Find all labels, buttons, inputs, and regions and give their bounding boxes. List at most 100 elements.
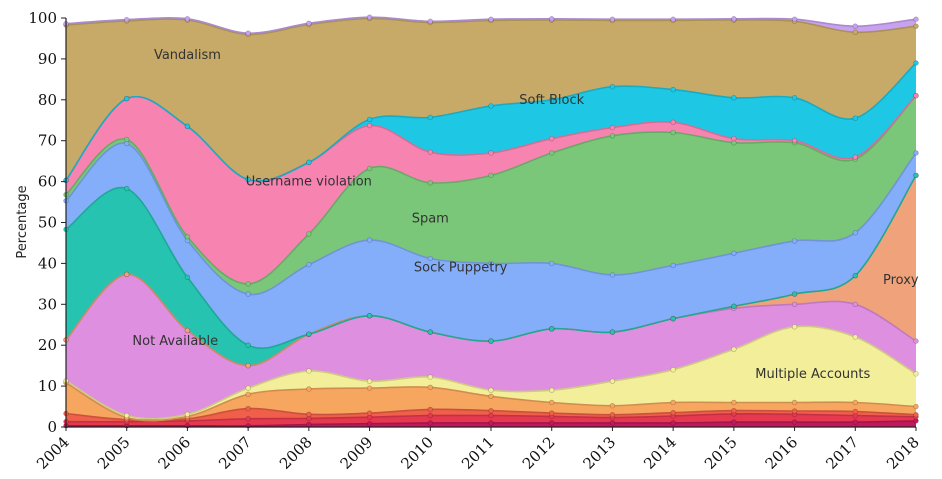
- point-series-0-6: [427, 420, 433, 426]
- x-tick-label-2012: 2012: [519, 433, 559, 473]
- point-series-7-14: [913, 172, 919, 179]
- x-tick-label-2013: 2013: [580, 433, 620, 473]
- point-series-11-12: [791, 95, 798, 101]
- point-series-7-5: [366, 313, 373, 319]
- point-series-11-9: [609, 84, 616, 90]
- y-tick-label-90: 90: [38, 50, 57, 68]
- y-tick-label-80: 80: [38, 91, 57, 109]
- point-series-8-8: [549, 260, 555, 267]
- y-tick-label-0: 0: [47, 418, 57, 436]
- point-series-13-1: [124, 16, 130, 23]
- point-series-11-14: [913, 60, 919, 66]
- y-tick-label-30: 30: [38, 295, 57, 313]
- point-series-1-3: [245, 416, 251, 422]
- point-series-10-13: [852, 154, 858, 160]
- point-series-2-5: [366, 410, 373, 416]
- point-series-3-5: [366, 385, 373, 391]
- point-series-3-11: [731, 399, 737, 406]
- point-series-13-14: [913, 16, 919, 22]
- point-series-11-1: [124, 95, 130, 102]
- point-series-11-5: [366, 116, 373, 123]
- point-series-2-9: [609, 412, 616, 418]
- point-series-4-4: [306, 368, 312, 374]
- point-series-2-6: [427, 406, 433, 413]
- point-series-7-4: [306, 331, 312, 337]
- x-tick-label-2005: 2005: [94, 433, 134, 473]
- series-points: [63, 14, 919, 429]
- point-series-13-4: [306, 20, 312, 27]
- annotation-label-2: Username violation: [246, 175, 372, 190]
- area-series-1: [66, 413, 916, 426]
- point-series-2-11: [731, 407, 737, 414]
- y-tick-label-10: 10: [38, 377, 57, 395]
- point-series-5-13: [852, 301, 858, 307]
- x-tick-label-2011: 2011: [458, 433, 498, 473]
- area-series-12: [66, 18, 916, 182]
- point-series-10-5: [366, 122, 373, 129]
- point-series-11-10: [670, 86, 676, 93]
- point-series-3-4: [306, 386, 312, 392]
- point-series-10-9: [609, 124, 616, 131]
- area-series-11: [66, 63, 916, 182]
- point-series-11-13: [852, 115, 858, 121]
- point-series-4-12: [791, 324, 798, 330]
- point-series-9-6: [427, 180, 433, 186]
- point-series-3-3: [245, 391, 251, 397]
- point-series-9-4: [306, 231, 312, 237]
- point-series-2-12: [791, 408, 798, 414]
- area-series-9: [66, 95, 916, 295]
- point-series-9-7: [488, 172, 494, 179]
- point-series-4-7: [488, 387, 494, 393]
- point-series-13-12: [791, 16, 798, 22]
- point-series-13-13: [852, 23, 858, 29]
- point-series-12-14: [913, 23, 919, 29]
- x-tick-label-2004: 2004: [33, 433, 73, 473]
- point-series-3-14: [913, 403, 919, 410]
- point-series-0-7: [488, 420, 494, 426]
- point-series-2-7: [488, 407, 494, 414]
- point-series-5-12: [791, 301, 798, 307]
- point-series-10-12: [791, 138, 798, 144]
- point-series-2-14: [913, 412, 919, 418]
- point-series-13-11: [731, 16, 737, 22]
- point-series-10-14: [913, 93, 919, 99]
- point-series-4-8: [549, 387, 555, 393]
- point-series-8-9: [609, 272, 616, 278]
- y-axis-label: Percentage: [15, 185, 30, 258]
- point-series-13-6: [427, 18, 433, 24]
- y-tick-label-40: 40: [38, 254, 57, 272]
- point-series-4-10: [670, 367, 676, 373]
- point-series-7-2: [184, 274, 191, 281]
- x-tick-label-2017: 2017: [822, 433, 862, 473]
- y-tick-label-60: 60: [38, 173, 57, 191]
- area-layers: [66, 17, 916, 427]
- point-series-2-3: [245, 405, 251, 412]
- area-series-4: [66, 326, 916, 421]
- point-series-13-3: [245, 30, 251, 36]
- point-series-8-4: [306, 261, 312, 268]
- point-series-7-3: [245, 342, 251, 348]
- x-tick-label-2007: 2007: [215, 433, 255, 473]
- point-series-3-12: [791, 399, 798, 406]
- point-series-9-3: [245, 281, 251, 287]
- point-series-4-13: [852, 334, 858, 340]
- point-series-0-10: [670, 420, 676, 426]
- point-series-11-2: [184, 123, 191, 130]
- point-series-9-9: [609, 133, 616, 139]
- point-series-7-10: [670, 315, 676, 322]
- y-tick-label-20: 20: [38, 336, 57, 354]
- x-tick-label-2009: 2009: [337, 433, 377, 473]
- point-series-9-5: [366, 165, 373, 172]
- point-series-7-13: [852, 272, 858, 279]
- point-series-10-7: [488, 150, 494, 156]
- point-series-2-8: [549, 410, 555, 416]
- point-series-4-3: [245, 385, 251, 391]
- annotation-label-5: Proxy: [883, 273, 919, 288]
- point-series-3-6: [427, 384, 433, 391]
- point-series-13-5: [366, 14, 373, 20]
- point-series-4-5: [366, 378, 373, 384]
- area-series-10: [66, 95, 916, 284]
- point-series-8-13: [852, 230, 858, 236]
- point-series-5-14: [913, 338, 919, 344]
- area-series-8: [66, 143, 916, 349]
